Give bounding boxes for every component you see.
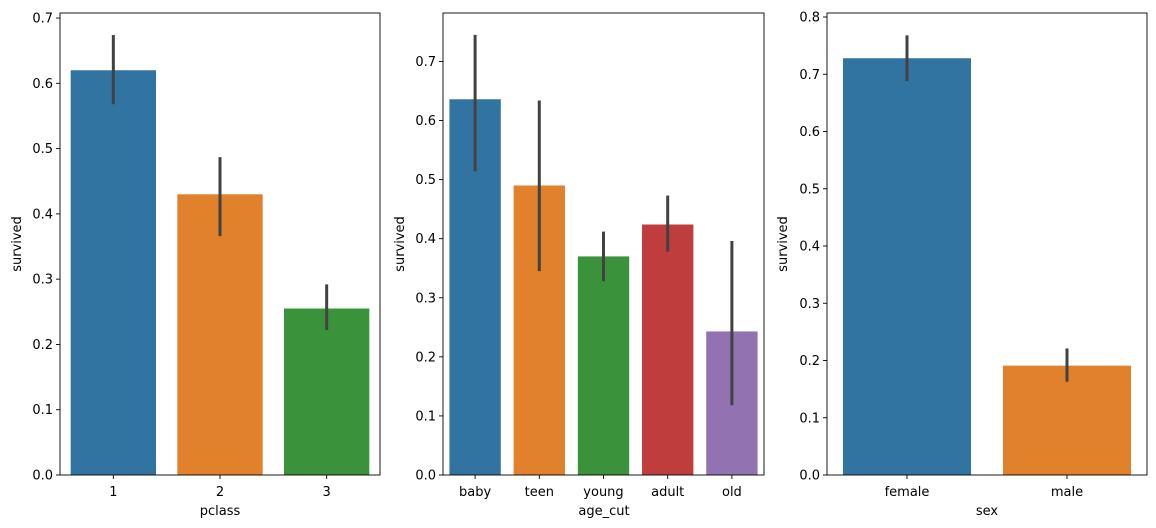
- y-tick-label: 0.1: [415, 409, 436, 424]
- x-tick-label: female: [885, 485, 930, 500]
- bar-female: [843, 58, 971, 475]
- y-tick-label: 0.1: [32, 403, 53, 418]
- bar-adult: [642, 224, 694, 475]
- y-tick-label: 0.2: [799, 354, 820, 369]
- panel-sex: survived sex 0.0 0.1 0.2 0.3 0.4 0.5 0.6 0.7 0.8…: [776, 11, 1148, 519]
- y-tick-label: 0.5: [799, 182, 820, 197]
- panel-pclass: survived pclass 0.0 0.1 0.2 0.3 0.4 0.5 0.6 0.7…: [10, 12, 381, 519]
- bar-2: [177, 194, 263, 476]
- x-tick-label: young: [583, 485, 623, 500]
- x-tick-label: 2: [216, 485, 224, 500]
- bar-3: [284, 308, 370, 475]
- x-axis-label: age_cut: [578, 504, 629, 519]
- x-axis-label: pclass: [200, 504, 241, 519]
- y-tick-label: 0.1: [799, 411, 820, 426]
- y-tick-label: 0.2: [32, 338, 53, 353]
- x-axis-label: sex: [976, 504, 999, 519]
- y-tick-label: 0.0: [32, 469, 53, 484]
- y-tick-label: 0.4: [32, 207, 53, 222]
- y-tick-label: 0.5: [32, 142, 53, 157]
- y-axis-label: survived: [776, 216, 791, 272]
- y-tick-label: 0.6: [415, 114, 436, 129]
- y-axis-label: survived: [10, 216, 25, 272]
- bar-1: [70, 70, 156, 475]
- y-tick-label: 0.7: [415, 55, 436, 70]
- x-tick-label: baby: [459, 485, 491, 500]
- y-tick-label: 0.8: [799, 11, 820, 26]
- bar-young: [577, 256, 630, 475]
- y-tick-label: 0.3: [799, 297, 820, 312]
- x-tick-label: adult: [651, 485, 684, 500]
- x-tick-label: teen: [525, 485, 554, 500]
- y-tick-label: 0.5: [415, 173, 436, 188]
- panel-age-cut: survived age_cut 0.0 0.1 0.2 0.3 0.4 0.5 0.6 0.…: [393, 12, 765, 519]
- y-tick-label: 0.0: [799, 469, 820, 484]
- y-tick-label: 0.4: [415, 232, 436, 247]
- y-tick-label: 0.0: [415, 469, 436, 484]
- y-tick-label: 0.7: [32, 12, 53, 27]
- x-tick-label: old: [722, 485, 742, 500]
- y-axis-label: survived: [393, 216, 408, 272]
- y-tick-label: 0.7: [799, 68, 820, 83]
- y-tick-label: 0.2: [415, 350, 436, 365]
- x-tick-label: male: [1051, 485, 1083, 500]
- y-tick-label: 0.6: [799, 125, 820, 140]
- plot-frame: [826, 12, 1148, 476]
- bar-male: [1003, 365, 1131, 475]
- y-tick-label: 0.4: [799, 240, 820, 255]
- y-tick-label: 0.6: [32, 77, 53, 92]
- x-tick-label: 1: [109, 485, 117, 500]
- y-tick-label: 0.3: [32, 273, 53, 288]
- x-tick-label: 3: [323, 485, 331, 500]
- y-tick-label: 0.3: [415, 291, 436, 306]
